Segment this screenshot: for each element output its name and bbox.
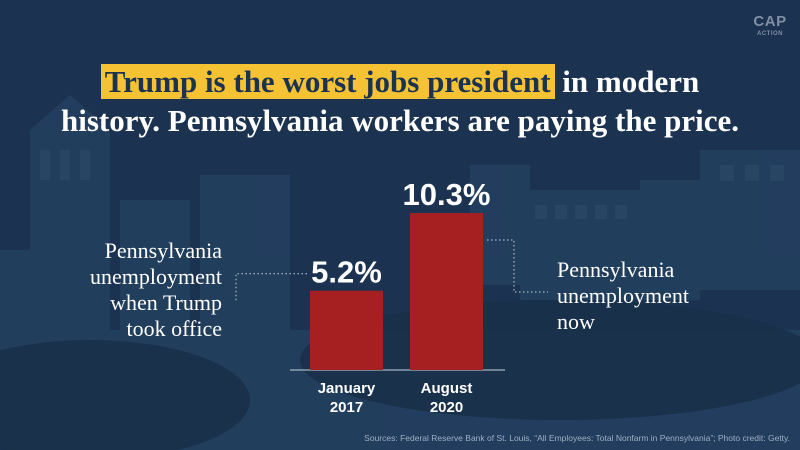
annotation-left-line: Pennsylvania xyxy=(104,238,222,263)
annotation-right-line: unemployment xyxy=(557,283,689,308)
x-tick-label: August xyxy=(421,380,473,397)
annotation-right: Pennsylvania unemployment now xyxy=(557,257,777,335)
annotation-right-line: Pennsylvania xyxy=(557,257,675,282)
annotation-left: Pennsylvania unemployment when Trump too… xyxy=(0,238,222,342)
logo-line2: ACTION xyxy=(757,31,783,37)
bar-2 xyxy=(410,213,483,370)
source-note: Sources: Federal Reserve Bank of St. Lou… xyxy=(364,433,790,443)
annotation-left-line: took office xyxy=(126,316,222,341)
cap-action-logo: CAP ACTION xyxy=(752,14,788,46)
connector-right xyxy=(487,239,548,293)
annotation-left-line: when Trump xyxy=(110,290,222,315)
headline-highlight: Trump is the worst jobs president xyxy=(100,64,555,99)
bar-value-label: 5.2% xyxy=(311,255,382,290)
headline-line1: Trump is the worst jobs president in mod… xyxy=(0,62,800,101)
connector-left xyxy=(235,273,307,302)
x-tick-label: 2017 xyxy=(330,399,363,416)
headline-line2: history. Pennsylvania workers are paying… xyxy=(61,103,739,138)
headline-rest: in modern xyxy=(554,64,700,99)
annotation-left-line: unemployment xyxy=(90,264,222,289)
bar-value-label: 10.3% xyxy=(403,177,491,212)
x-tick-label: 2020 xyxy=(430,399,463,416)
annotation-right-line: now xyxy=(557,309,595,334)
x-tick-label: January xyxy=(318,380,376,397)
bar-1 xyxy=(310,290,383,370)
headline: Trump is the worst jobs president in mod… xyxy=(0,62,800,140)
logo-line1: CAP xyxy=(753,13,787,30)
